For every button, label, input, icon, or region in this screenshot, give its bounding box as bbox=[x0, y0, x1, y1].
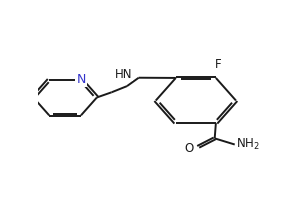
Text: HN: HN bbox=[115, 68, 132, 81]
Text: NH$_2$: NH$_2$ bbox=[236, 137, 260, 152]
Text: N: N bbox=[76, 73, 86, 86]
Text: O: O bbox=[185, 141, 194, 155]
Text: F: F bbox=[215, 58, 222, 71]
